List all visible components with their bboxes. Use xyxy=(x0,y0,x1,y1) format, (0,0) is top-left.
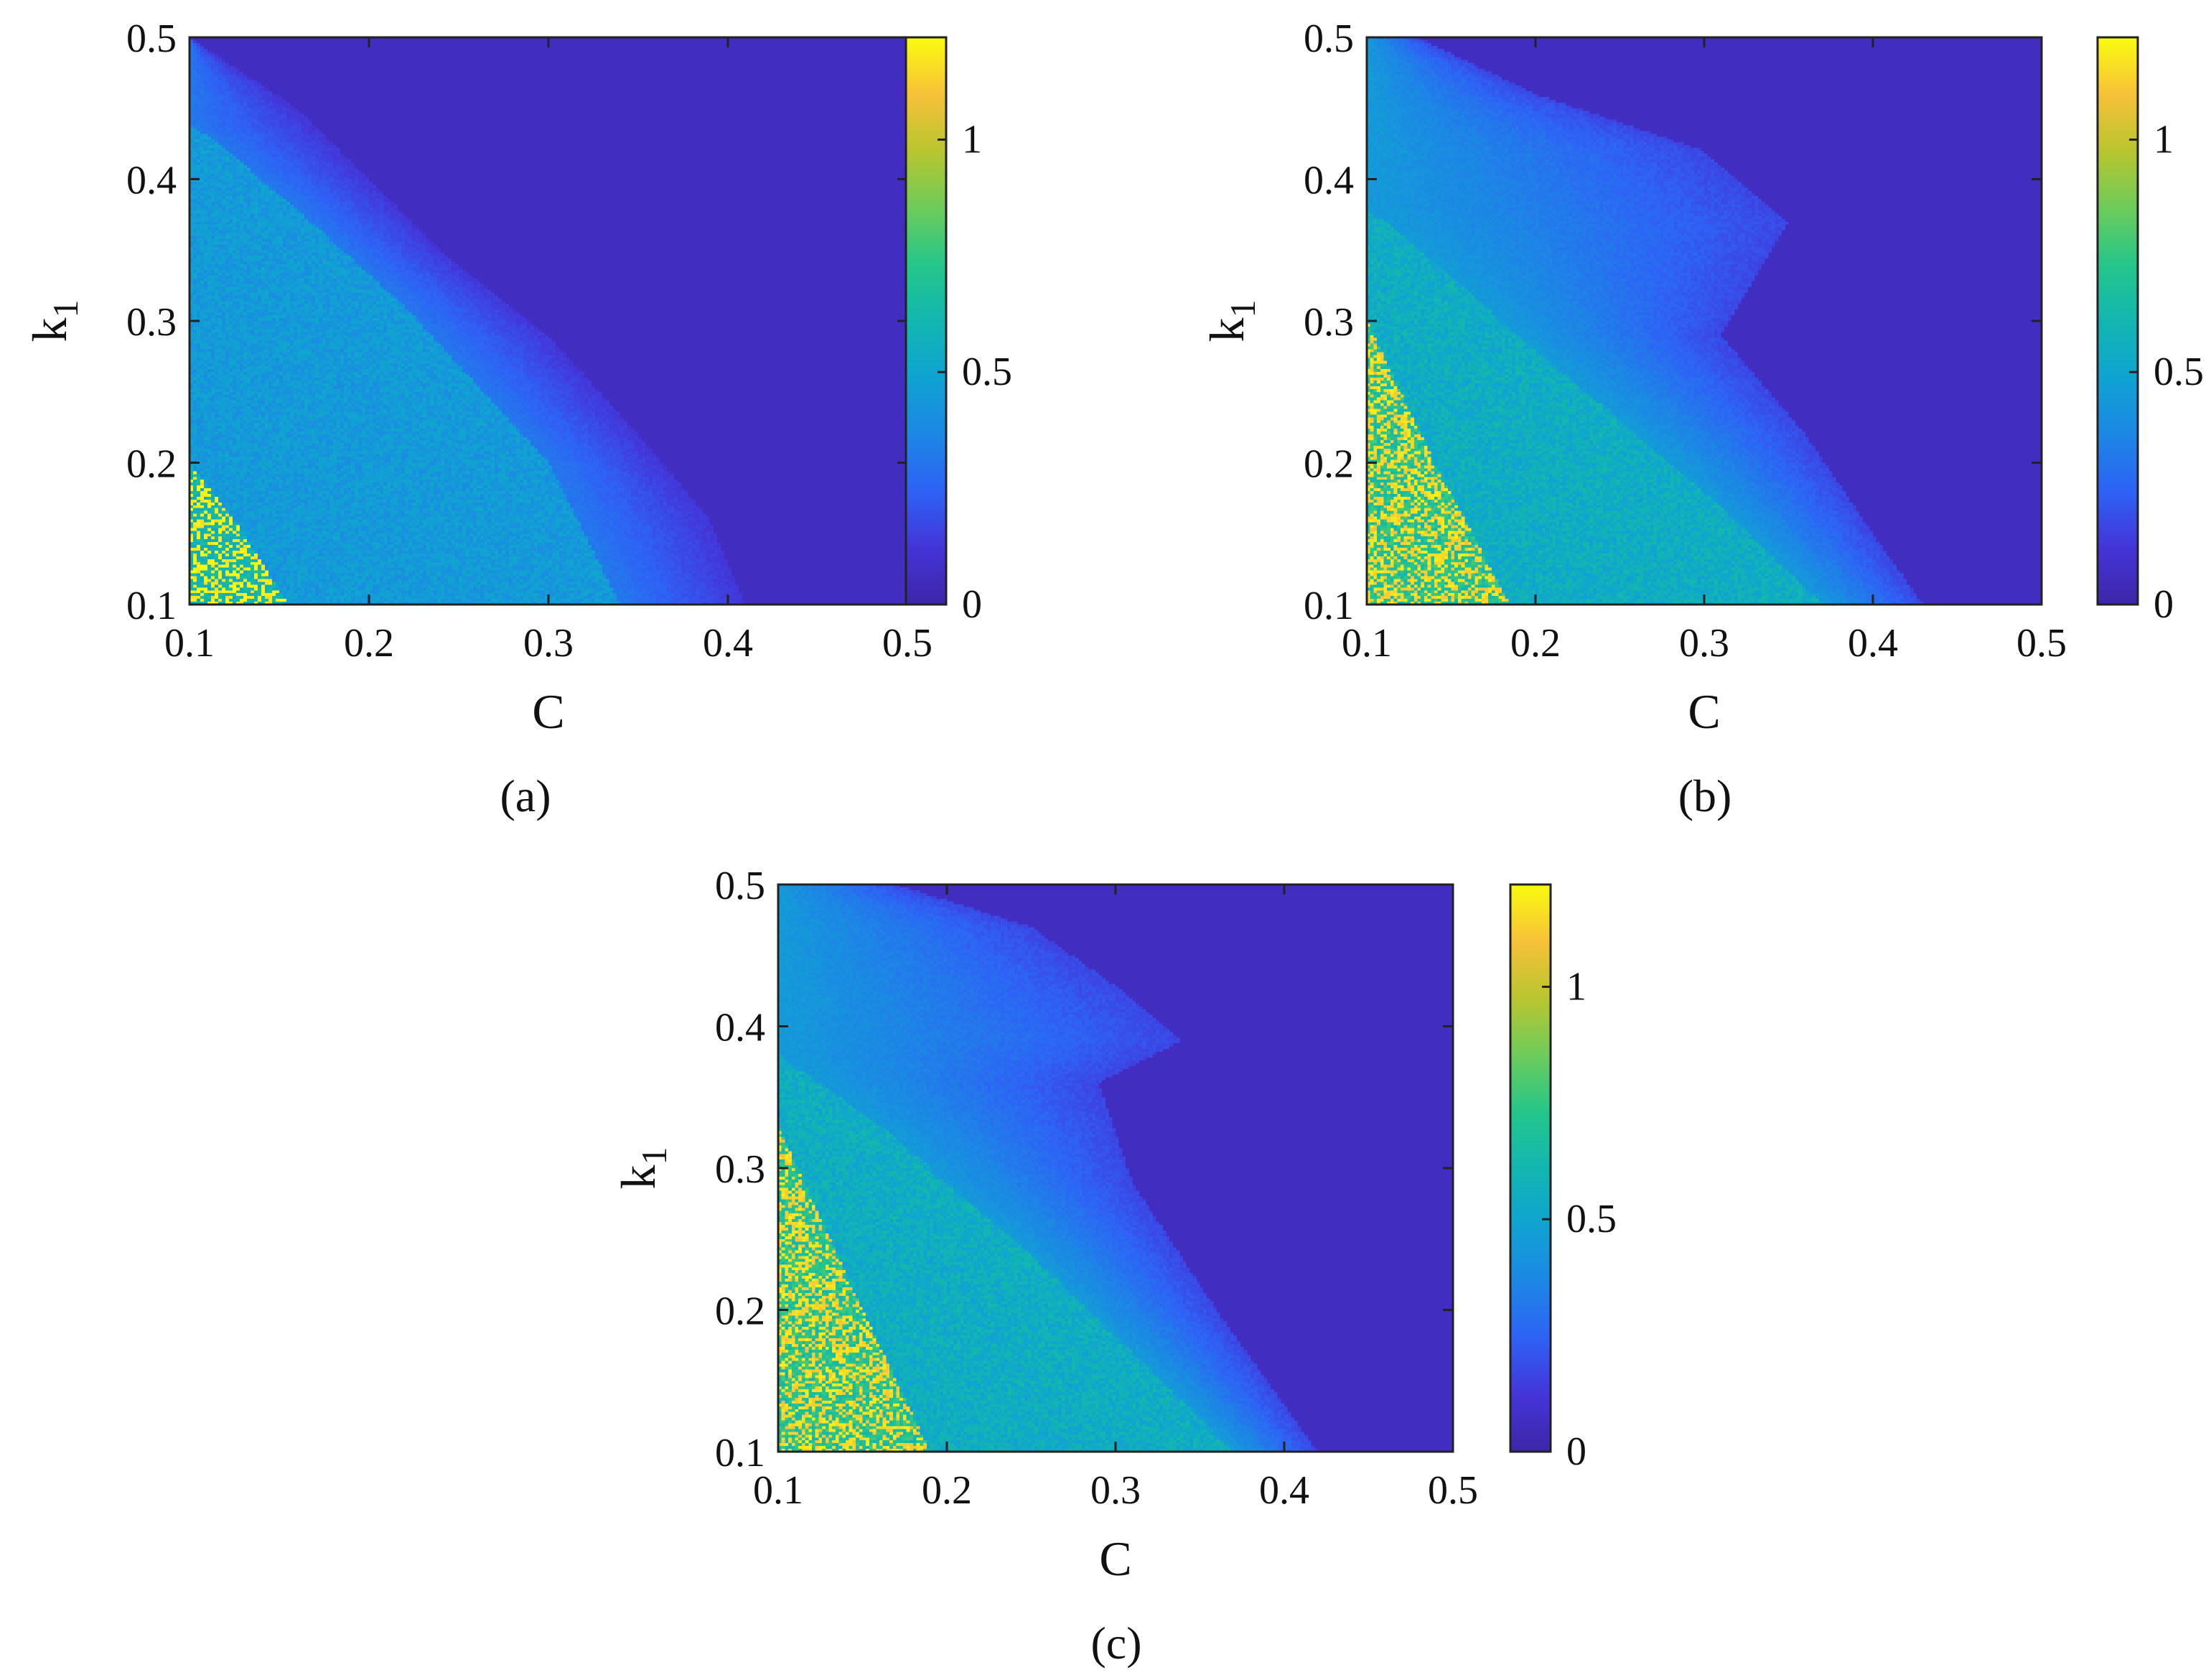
y-tick-label: 0.5 xyxy=(126,17,177,61)
colorbar: 00.51 xyxy=(1509,883,1617,1474)
svg-text:k1: k1 xyxy=(1200,300,1263,342)
x-tick-label: 0.4 xyxy=(1259,1468,1309,1513)
panel-a: 0.1 0.2 0.3 0.4 0.50.10.20.30.40.5Ck100.51(a… xyxy=(22,17,1012,821)
colorbar-tick-label: 0 xyxy=(1566,1429,1586,1474)
x-tick-label: 0.2 xyxy=(922,1468,972,1513)
svg-text:k1: k1 xyxy=(611,1147,674,1190)
colorbar-tick-label: 0.5 xyxy=(2154,350,2204,394)
x-tick-label: 0.3 xyxy=(1090,1468,1141,1513)
x-tick-label: 0.2 xyxy=(344,621,394,666)
panel-caption: (c) xyxy=(1090,1618,1141,1669)
x-tick-label: 0.5 xyxy=(2016,621,2067,666)
x-axis-label: C xyxy=(1688,684,1720,739)
panel-b: 0.1 0.2 0.3 0.4 0.50.10.20.30.40.5Ck100.51(b… xyxy=(1200,17,2204,821)
y-tick-label: 0.3 xyxy=(1304,300,1354,345)
colorbar-tick-label: 0.5 xyxy=(962,350,1012,394)
y-tick-label: 0.3 xyxy=(126,300,177,345)
y-tick-label: 0.1 xyxy=(126,584,177,628)
heatmap-image xyxy=(1367,37,2042,605)
y-tick-label: 0.1 xyxy=(1304,584,1354,628)
y-tick-label: 0.3 xyxy=(715,1147,765,1192)
y-tick-label: 0.1 xyxy=(715,1431,765,1475)
y-axis-label: k1 xyxy=(22,300,85,342)
y-tick-label: 0.2 xyxy=(126,442,177,487)
x-tick-label: 0.1 xyxy=(1342,621,1392,666)
x-axis-label: C xyxy=(1099,1531,1131,1586)
x-tick-label: 0.4 xyxy=(703,621,753,666)
svg-text:k1: k1 xyxy=(22,300,85,342)
x-tick-label: 0.4 xyxy=(1848,621,1898,666)
colorbar-tick-label: 0 xyxy=(2154,582,2174,627)
panel-c: 0.1 0.2 0.3 0.4 0.50.10.20.30.40.5Ck100.51(c… xyxy=(611,864,1617,1669)
panel-caption: (b) xyxy=(1678,770,1732,821)
y-tick-label: 0.5 xyxy=(715,864,765,908)
y-tick-label: 0.4 xyxy=(715,1006,765,1050)
heatmap-image xyxy=(190,37,907,605)
heatmap-image xyxy=(778,885,1453,1452)
y-tick-label: 0.2 xyxy=(715,1289,765,1334)
colorbar: 00.51 xyxy=(2096,36,2204,627)
colorbar-frame xyxy=(904,36,948,606)
colorbar-gradient xyxy=(2098,37,2138,605)
colorbar: 00.51 xyxy=(904,36,1012,627)
colorbar-frame xyxy=(2096,36,2139,606)
x-tick-label: 0.1 xyxy=(753,1468,803,1513)
x-tick-label: 0.1 xyxy=(164,621,215,666)
y-axis-label: k1 xyxy=(611,1147,674,1190)
colorbar-frame xyxy=(1509,883,1552,1453)
x-tick-label: 0.3 xyxy=(523,621,574,666)
colorbar-tick-label: 0 xyxy=(962,582,982,627)
x-tick-label: 0.2 xyxy=(1510,621,1561,666)
x-tick-label: 0.3 xyxy=(1679,621,1729,666)
y-tick-label: 0.5 xyxy=(1304,17,1354,61)
x-axis-label: C xyxy=(532,684,564,739)
colorbar-tick-label: 1 xyxy=(962,117,982,162)
y-tick-label: 0.4 xyxy=(126,159,177,203)
colorbar-tick-label: 1 xyxy=(1566,964,1586,1009)
colorbar-gradient xyxy=(1510,885,1551,1452)
y-axis-label: k1 xyxy=(1200,300,1263,342)
x-tick-label: 0.5 xyxy=(1428,1468,1478,1513)
colorbar-gradient xyxy=(906,37,946,605)
colorbar-tick-label: 1 xyxy=(2154,117,2174,162)
y-tick-label: 0.4 xyxy=(1304,159,1354,203)
panel-caption: (a) xyxy=(500,770,551,821)
colorbar-tick-label: 0.5 xyxy=(1566,1197,1617,1241)
y-tick-label: 0.2 xyxy=(1304,442,1354,487)
x-tick-label: 0.5 xyxy=(882,621,932,666)
